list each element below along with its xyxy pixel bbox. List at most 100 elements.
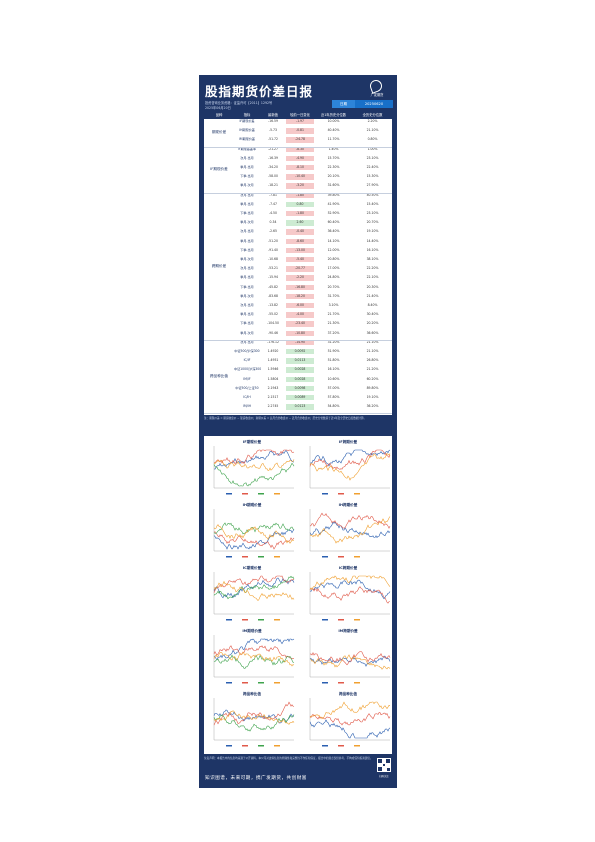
- series-line: [213, 522, 295, 535]
- legend-swatch: [338, 619, 344, 621]
- legend-swatch: [226, 493, 232, 495]
- row-pct-all: 22.40%: [366, 165, 379, 169]
- row-change: -16.80: [286, 284, 314, 290]
- chart-title: IF跨期价差: [338, 440, 358, 444]
- row-indicator: 季月-当月: [240, 201, 254, 206]
- legend-swatch: [274, 556, 280, 558]
- row-latest: -55.02: [268, 312, 278, 317]
- row-latest: -34.20: [268, 165, 278, 169]
- row-pct-all: 19.10%: [366, 229, 379, 234]
- qr-code[interactable]: [377, 758, 391, 772]
- table-row: IH期现价差 -5.73 -0.81 40.40% 21.10%: [234, 128, 392, 134]
- table-row: 季月-次月 -10.68 -5.40 20.80% 38.10%: [234, 257, 392, 263]
- row-change: 0.0089: [286, 395, 314, 401]
- row-change: -2.20: [286, 275, 314, 281]
- row-pct-1y: 10.60%: [327, 376, 340, 381]
- chart-grid: IF期现价差 IF跨期价差 IH期现价差 IH跨期价差 IC期现价差 IC跨期价差 IM期现…: [204, 436, 392, 754]
- row-pct-1y: 52.90%: [327, 211, 340, 215]
- row-change: -10.80: [286, 330, 314, 336]
- row-pct-all: 20.70%: [366, 220, 379, 225]
- table-row: 下季-当月 -58.00 -10.40 20.10% 15.30%: [234, 174, 392, 180]
- row-indicator: IM/IH: [243, 404, 251, 409]
- row-pct-all: 23.10%: [366, 211, 379, 215]
- row-pct-1y: 31.60%: [327, 183, 340, 188]
- legend-swatch: [226, 619, 232, 621]
- series-line: [309, 512, 391, 529]
- date-label: 日期: [332, 100, 355, 108]
- row-latest: -10.68: [268, 257, 278, 261]
- chart-plot: [309, 572, 391, 621]
- legend-swatch: [274, 745, 280, 747]
- table-row: IF期现价差 -16.59 -1.97 10.00% 2.20%: [234, 119, 392, 125]
- row-pct-1y: 22.30%: [327, 165, 340, 169]
- row-pct-all: 8.40%: [367, 303, 378, 307]
- series-line: [213, 654, 295, 669]
- group-label: IF期现价差: [210, 167, 228, 172]
- chart-title: IM期现价差: [242, 629, 262, 633]
- row-pct-1y: 51.90%: [327, 349, 340, 353]
- series-line: [309, 701, 391, 720]
- row-change: 0.0098: [286, 385, 314, 392]
- chart-plot: [309, 635, 391, 684]
- row-change: 0.0028: [286, 376, 314, 382]
- row-indicator: 下季-当月: [240, 321, 254, 326]
- table-row: 中证500/沪深300 1.4920 0.0092 51.90% 21.10%: [234, 349, 392, 355]
- row-latest: -51.72: [268, 137, 278, 142]
- chart-title: 跨品种比值: [243, 692, 261, 696]
- row-latest: -91.40: [268, 247, 278, 252]
- row-indicator: 中证500/沪深300: [234, 349, 260, 353]
- row-latest: -16.59: [268, 119, 278, 123]
- row-pct-1y: 51.80%: [327, 358, 340, 363]
- row-latest: 1.5804: [267, 376, 279, 381]
- legend-swatch: [322, 682, 328, 684]
- table-row: IM/IF 1.5804 0.0028 10.60% 60.20%: [234, 376, 392, 382]
- row-change: 0.0028: [286, 367, 314, 373]
- row-indicator: 季月-次月: [240, 257, 254, 261]
- row-pct-all: 15.40%: [366, 201, 379, 206]
- row-pct-1y: 20.80%: [327, 257, 340, 261]
- row-indicator: 次月-当月: [240, 303, 254, 307]
- row-pct-all: 14.40%: [366, 238, 379, 243]
- row-latest: -45.82: [268, 284, 278, 289]
- legend-swatch: [226, 682, 232, 684]
- row-indicator: 下季-当月: [240, 211, 254, 215]
- legend-swatch: [354, 745, 360, 747]
- legend-swatch: [258, 619, 264, 621]
- series-line: [213, 459, 295, 471]
- row-change: -4.90: [286, 155, 314, 162]
- row-pct-all: 20.30%: [366, 284, 379, 289]
- row-pct-1y: 10.00%: [327, 119, 340, 123]
- row-indicator: 下季-当月: [240, 284, 254, 289]
- chart-title: IF期现价差: [242, 440, 262, 444]
- row-change: -20.77: [286, 266, 314, 272]
- chart-plot: [309, 698, 391, 747]
- row-latest: -13.82: [268, 303, 278, 307]
- row-change: 0.0123: [286, 404, 314, 410]
- chart-plot: [213, 698, 295, 747]
- table-row: 中证1000/沪深300 1.5946 0.0028 16.10% 21.20%: [234, 367, 392, 373]
- series-line: [309, 521, 391, 539]
- table-row: 下季-当月 -104.50 -23.40 21.30% 20.20%: [234, 321, 392, 327]
- row-change: 0.0113: [286, 358, 314, 364]
- chart-plot: [213, 572, 295, 621]
- row-indicator: 季月-次月: [240, 293, 254, 298]
- row-pct-all: 38.10%: [366, 257, 379, 261]
- chart-plot: [309, 446, 391, 495]
- table-row: 季月-次月 -83.68 -18.20 31.70% 21.40%: [234, 293, 392, 300]
- table-note: 注：期现价差 = 期货收盘价 − 现货收盘价；跨期价差 = 远月合约收盘价 − …: [204, 417, 367, 420]
- legend-swatch: [338, 493, 344, 495]
- row-change: -1.97: [286, 119, 314, 125]
- table-row: 下季-当月 -4.50 -1.80 52.90% 23.10%: [234, 211, 392, 217]
- spread-chart: IC跨期价差: [302, 564, 394, 626]
- series-line: [213, 529, 295, 550]
- series-line: [213, 531, 295, 550]
- series-line: [213, 638, 295, 661]
- row-latest: -5.73: [268, 128, 277, 133]
- legend-swatch: [242, 556, 248, 558]
- spread-chart: IM期现价差: [206, 627, 298, 689]
- row-pct-all: 1.00%: [367, 146, 378, 151]
- table-row: 次月-当月 -176.12 -14.90 31.20% 21.10%: [234, 339, 392, 346]
- col-header-indicator: 指标: [234, 112, 260, 119]
- spread-chart: 跨品种比值: [302, 690, 394, 752]
- row-change: -24.78: [286, 137, 314, 143]
